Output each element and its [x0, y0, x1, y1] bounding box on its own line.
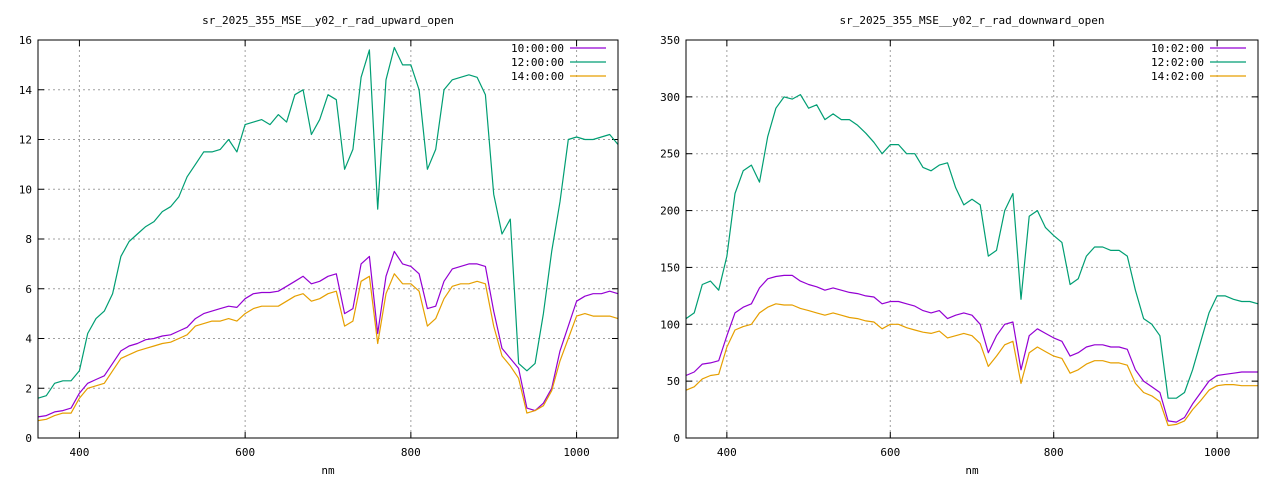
series-line-2	[685, 93, 1259, 399]
legend-label: 10:02:00	[1151, 42, 1204, 55]
y-tick-label: 14	[19, 84, 33, 97]
chart-downward: sr_2025_355_MSE__y02_r_rad_downward_open…	[660, 14, 1259, 477]
x-tick-label: 800	[1044, 446, 1064, 459]
y-tick-label: 2	[25, 382, 32, 395]
series-line-3	[37, 273, 619, 422]
x-tick-label: 400	[717, 446, 737, 459]
y-tick-label: 8	[25, 233, 32, 246]
x-tick-label: 800	[401, 446, 421, 459]
y-tick-label: 6	[25, 283, 32, 296]
legend-label: 14:00:00	[511, 70, 564, 83]
x-tick-label: 400	[69, 446, 89, 459]
y-tick-label: 16	[19, 34, 32, 47]
x-axis-label: nm	[965, 464, 979, 477]
y-tick-label: 0	[25, 432, 32, 445]
y-tick-label: 250	[660, 148, 680, 161]
plot-frame	[685, 39, 1259, 439]
x-tick-label: 1000	[563, 446, 590, 459]
y-tick-label: 0	[673, 432, 680, 445]
y-tick-label: 150	[660, 261, 680, 274]
series-line-2	[37, 46, 619, 399]
y-tick-label: 4	[25, 333, 32, 346]
chart-upward: sr_2025_355_MSE__y02_r_rad_upward_open n…	[19, 14, 619, 477]
x-tick-label: 600	[235, 446, 255, 459]
y-tick-label: 300	[660, 91, 680, 104]
legend-label: 14:02:00	[1151, 70, 1204, 83]
legend-label: 10:00:00	[511, 42, 564, 55]
x-tick-label: 1000	[1204, 446, 1231, 459]
series-line-1	[685, 274, 1258, 423]
chart-title: sr_2025_355_MSE__y02_r_rad_upward_open	[202, 14, 454, 27]
legend-label: 12:00:00	[511, 56, 564, 69]
legend-label: 12:02:00	[1151, 56, 1204, 69]
x-axis-label: nm	[321, 464, 335, 477]
chart-title: sr_2025_355_MSE__y02_r_rad_downward_open	[840, 14, 1105, 27]
y-tick-label: 100	[660, 318, 680, 331]
y-tick-label: 12	[19, 134, 32, 147]
y-tick-label: 50	[667, 375, 680, 388]
x-tick-label: 600	[880, 446, 900, 459]
plot-frame	[37, 39, 619, 439]
y-tick-label: 10	[19, 183, 32, 196]
y-tick-label: 350	[660, 34, 680, 47]
y-tick-label: 200	[660, 205, 680, 218]
series-line-3	[685, 303, 1258, 427]
series-line-1	[37, 250, 619, 418]
